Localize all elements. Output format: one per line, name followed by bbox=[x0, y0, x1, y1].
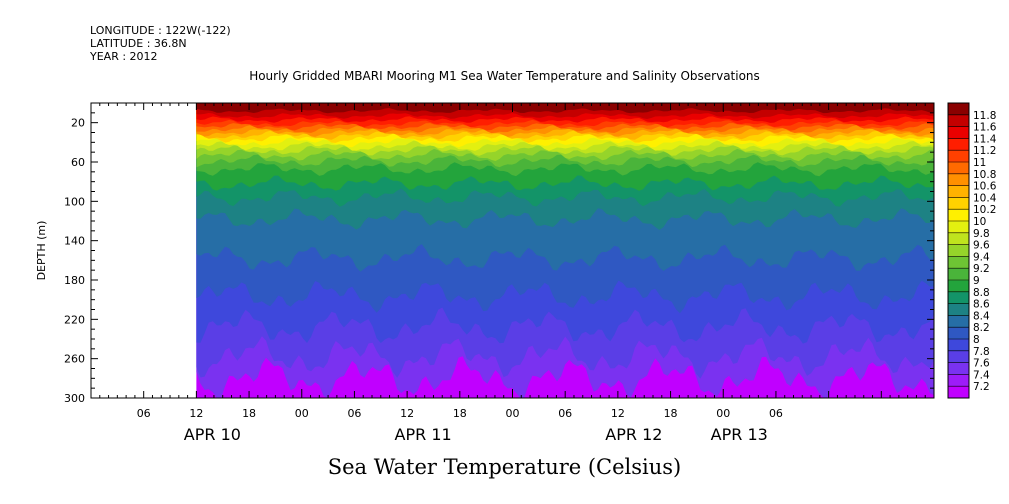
date-label: APR 10 bbox=[184, 425, 241, 444]
y-tick-label: 60 bbox=[71, 156, 85, 169]
x-tick-label: 12 bbox=[400, 407, 414, 420]
longitude-label: LONGITUDE : 122W(-122) bbox=[90, 24, 231, 37]
colorbar-swatch bbox=[948, 256, 969, 269]
colorbar-label: 9 bbox=[973, 275, 980, 287]
x-tick-label: 00 bbox=[295, 407, 309, 420]
colorbar-label: 11.6 bbox=[973, 122, 997, 134]
x-tick-label: 18 bbox=[242, 407, 256, 420]
x-tick-label: 06 bbox=[558, 407, 572, 420]
colorbar-label: 8.4 bbox=[973, 310, 990, 322]
colorbar-label: 9.8 bbox=[973, 228, 990, 240]
bottom-title: Sea Water Temperature (Celsius) bbox=[327, 455, 682, 479]
x-tick-label: 18 bbox=[664, 407, 678, 420]
colorbar-swatch bbox=[948, 126, 969, 139]
colorbar-label: 10 bbox=[973, 216, 986, 228]
y-axis-label: DEPTH (m) bbox=[35, 221, 48, 281]
x-tick-label: 18 bbox=[453, 407, 467, 420]
x-tick-label: 12 bbox=[611, 407, 625, 420]
y-tick-label: 220 bbox=[64, 313, 85, 326]
colorbar-swatch bbox=[948, 114, 969, 127]
date-label: APR 13 bbox=[711, 425, 768, 444]
colorbar-label: 11.4 bbox=[973, 133, 997, 145]
colorbar-swatch bbox=[948, 374, 969, 387]
y-tick-label: 300 bbox=[64, 392, 85, 405]
colorbar-swatch bbox=[948, 197, 969, 210]
colorbar-swatch bbox=[948, 268, 969, 281]
colorbar-swatch bbox=[948, 232, 969, 245]
latitude-label: LATITUDE : 36.8N bbox=[90, 37, 187, 50]
x-tick-label: 06 bbox=[347, 407, 361, 420]
date-label: APR 12 bbox=[605, 425, 662, 444]
colorbar-frame bbox=[947, 102, 970, 399]
colorbar-label: 8.6 bbox=[973, 299, 990, 311]
colorbar-label: 9.2 bbox=[973, 263, 990, 275]
colorbar-label: 8.2 bbox=[973, 322, 990, 334]
colorbar-swatch bbox=[948, 350, 969, 363]
colorbar-swatch bbox=[948, 303, 969, 316]
y-tick-label: 180 bbox=[64, 274, 85, 287]
colorbar-label: 7.4 bbox=[973, 369, 990, 381]
colorbar-label: 10.2 bbox=[973, 204, 996, 216]
y-tick-label: 20 bbox=[71, 117, 85, 130]
colorbar-swatch bbox=[948, 315, 969, 328]
x-tick-label: 12 bbox=[189, 407, 203, 420]
y-tick-label: 260 bbox=[64, 353, 85, 366]
colorbar-swatch bbox=[948, 327, 969, 340]
colorbar-swatch bbox=[948, 138, 969, 151]
colorbar-label: 9.4 bbox=[973, 251, 990, 263]
y-tick-label: 140 bbox=[64, 235, 85, 248]
y-tick-label: 100 bbox=[64, 195, 85, 208]
colorbar-swatch bbox=[948, 150, 969, 163]
colorbar-swatch bbox=[948, 162, 969, 175]
colorbar-label: 7.8 bbox=[973, 346, 990, 358]
colorbar-label: 10.4 bbox=[973, 192, 997, 204]
colorbar-swatch bbox=[948, 221, 969, 234]
x-tick-label: 06 bbox=[769, 407, 783, 420]
colorbar-label: 8.8 bbox=[973, 287, 990, 299]
colorbar-label: 10.6 bbox=[973, 181, 997, 193]
colorbar-swatch bbox=[948, 280, 969, 293]
x-tick-label: 06 bbox=[137, 407, 151, 420]
date-label: APR 11 bbox=[395, 425, 452, 444]
x-tick-label: 00 bbox=[716, 407, 730, 420]
colorbar-swatch bbox=[948, 209, 969, 222]
colorbar-swatch bbox=[948, 291, 969, 304]
colorbar-label: 8 bbox=[973, 334, 980, 346]
colorbar-swatch bbox=[948, 185, 969, 198]
colorbar-label: 7.6 bbox=[973, 358, 990, 370]
colorbar-label: 11.2 bbox=[973, 145, 996, 157]
colorbar-swatch bbox=[948, 362, 969, 375]
colorbar-swatch bbox=[948, 173, 969, 186]
chart-title: Hourly Gridded MBARI Mooring M1 Sea Wate… bbox=[249, 69, 760, 83]
x-tick-label: 00 bbox=[506, 407, 520, 420]
colorbar-label: 9.6 bbox=[973, 240, 990, 252]
colorbar-label: 11 bbox=[973, 157, 986, 169]
colorbar-label: 10.8 bbox=[973, 169, 996, 181]
year-label: YEAR : 2012 bbox=[90, 50, 158, 63]
colorbar-swatch bbox=[948, 103, 969, 116]
colorbar-swatch bbox=[948, 339, 969, 352]
colorbar-label: 7.2 bbox=[973, 381, 990, 393]
colorbar-swatch bbox=[948, 244, 969, 257]
colorbar-swatch bbox=[948, 386, 969, 399]
colorbar-label: 11.8 bbox=[973, 110, 996, 122]
